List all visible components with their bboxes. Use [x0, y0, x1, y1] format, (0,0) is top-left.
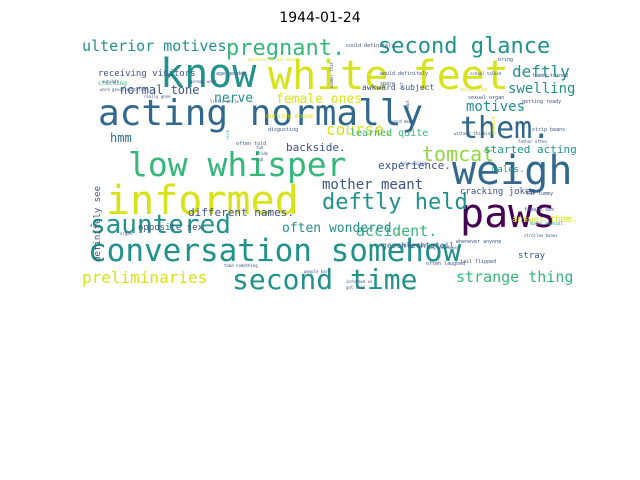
word-accident: accident. — [356, 222, 438, 240]
word-nice: spare — [380, 81, 396, 87]
word-age-gender: take something — [224, 263, 258, 268]
word-got-cold: informed us — [346, 279, 373, 284]
word-geschlechtsteil: stray — [518, 251, 546, 261]
word-acting-normally: acting normally — [98, 93, 424, 134]
word-cloud: conversation somehow acting normally whi… — [80, 34, 577, 296]
word-could-definitely: selection — [460, 87, 488, 93]
word-males: learned quite — [350, 128, 429, 139]
word-bring: would definitely — [380, 71, 429, 77]
word-cracking: geschlechtsteil — [382, 241, 455, 250]
word-informed: informed — [106, 178, 299, 224]
word-backside: started acting — [484, 143, 577, 156]
word-receiving-visitors: opposite sex — [138, 223, 204, 233]
word-tail-flipped: male sexual — [530, 221, 564, 227]
word-second-time: second time — [232, 263, 418, 296]
word-would-definitely: school talked — [470, 71, 502, 76]
word-deftly-held: deftly held — [322, 190, 468, 215]
word-nerve: nerve — [214, 91, 254, 106]
word-long-warehouse: felt called — [400, 161, 427, 166]
word-strange-thing: strange thing — [456, 268, 574, 286]
word-low-whisper: low whisper — [128, 145, 347, 184]
word-female-ones: female ones — [276, 92, 363, 107]
word-really-gone: word geschlechtsteil — [100, 87, 149, 92]
word-pride: fun — [256, 145, 264, 150]
word-felt-called: strollen bones — [524, 233, 558, 238]
word-paws: paws — [460, 191, 557, 237]
word-fat-tummy: strip beans — [532, 127, 566, 133]
word-experience: different names. — [188, 206, 294, 219]
word-people: bring — [498, 57, 514, 63]
word-father-often: without thinking — [454, 131, 493, 136]
word-people-bare: nice — [225, 130, 230, 140]
word-summer-that: kept — [405, 100, 410, 110]
word-tomcat: tomcat — [422, 142, 495, 166]
word-little-while: really gone — [144, 94, 171, 99]
word-weigh: weigh — [452, 148, 573, 194]
word-ulterior-motives: ulterior motives — [82, 37, 227, 55]
word-started-acting: hmm — [110, 131, 132, 145]
word-awkward-subject: cracking — [98, 80, 127, 87]
word-preliminaries: preliminaries — [82, 268, 208, 287]
word-different-names: backside. — [286, 141, 346, 154]
word-motives: often wondered — [282, 221, 392, 236]
word-rather-fast: word meant — [392, 119, 417, 124]
word-course: course. — [326, 120, 394, 139]
word-organ: dis — [90, 223, 98, 228]
word-sauntered: sauntered — [90, 210, 231, 240]
word-often-told: disgusting — [268, 127, 299, 133]
word-cracking-jokes: males. — [492, 165, 525, 175]
word-strip-beans: getting ready — [522, 99, 562, 105]
word-word-meant: father often — [518, 139, 547, 144]
word-male-sexual: female sex — [524, 207, 555, 213]
word-word-geschlechtsteil: german word — [190, 79, 217, 84]
word-nursing-mouse: often laughed — [426, 261, 466, 267]
word-german-word: age gender — [216, 71, 247, 77]
word-dis: summer that — [329, 62, 334, 89]
word-definitely-see: cracking jokes — [460, 187, 536, 197]
word-outside: rather fast — [400, 243, 427, 248]
figure-title: 1944-01-24 — [279, 10, 361, 26]
word-informed-us: outside — [102, 79, 119, 84]
word-strollen-bones: little while — [210, 99, 239, 104]
word-tummy-turned: sexual organ — [468, 95, 505, 101]
word-normal-tone: normal tone — [120, 83, 200, 97]
word-conversation-somehow: conversation somehow — [88, 233, 462, 269]
word-female-sex: fat tummy — [526, 191, 554, 197]
word-spare: hot — [399, 82, 404, 90]
word-learned-quite: experience. — [378, 159, 451, 172]
word-take-something: often told — [236, 141, 267, 147]
word-geschlechtsteil-meant: whenever anyone — [456, 239, 502, 245]
word-disgusting: nursing mouse — [266, 113, 313, 120]
word-mother-meant: mother meant — [322, 177, 424, 193]
word-stray: answer them. — [512, 215, 578, 225]
word-deftly: deftly — [512, 62, 570, 81]
word-hot: got cold — [346, 285, 366, 290]
word-swelling: swelling — [508, 81, 576, 97]
word-school-talked: geschlechtsteil meant — [248, 57, 299, 62]
word-them: them. — [460, 111, 551, 146]
word-second-glance: second glance — [378, 34, 551, 59]
word-getting-ready: tummy turned — [532, 73, 569, 79]
word-often-laughed: tail flipped — [460, 259, 497, 265]
word-fun: organ — [120, 231, 133, 236]
word-answer-them: receiving visitors — [98, 69, 196, 79]
word-pregnant: pregnant. — [226, 36, 346, 61]
word-whenever-anyone: long warehouse — [426, 245, 460, 250]
word-tab: pride — [256, 151, 269, 156]
word-sexual-organ: could definitely — [346, 43, 395, 49]
word-know: know — [160, 51, 257, 97]
word-selection: awkward subject — [362, 83, 435, 92]
word-white-feet: white feet — [268, 53, 509, 99]
word-hmm: motives — [466, 99, 526, 115]
word-sung: tab — [256, 157, 264, 162]
word-kept: people bare — [304, 269, 331, 274]
